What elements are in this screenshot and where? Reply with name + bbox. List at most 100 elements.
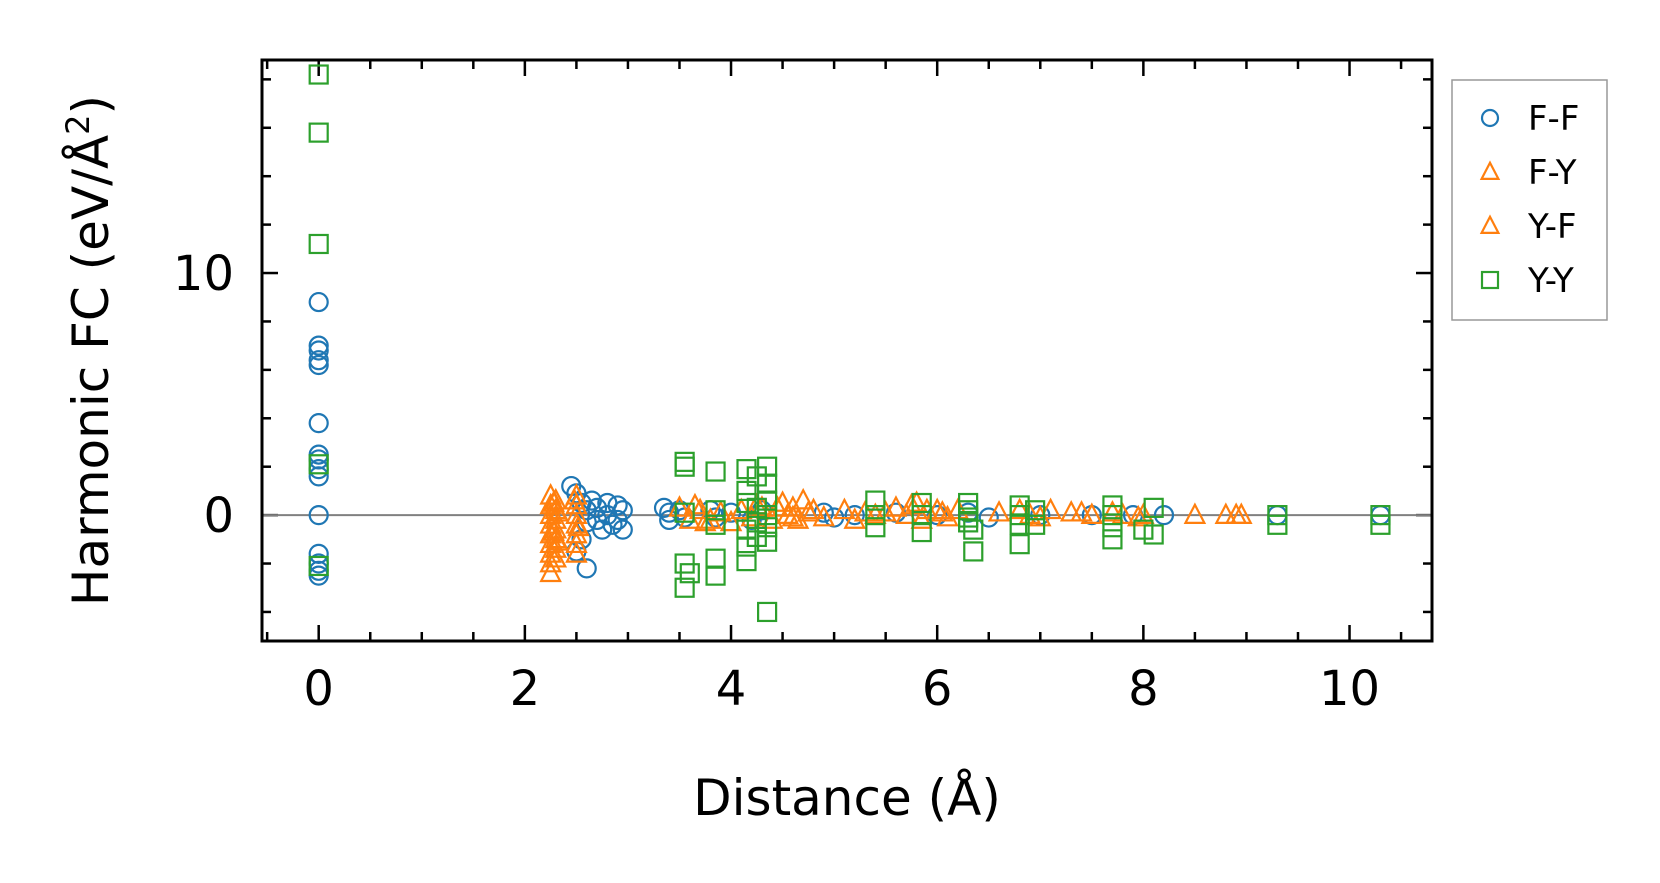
data-point [911,521,932,543]
data-point [736,492,757,514]
data-point [705,500,726,521]
data-point [705,461,726,482]
data-point [936,504,959,527]
data-point [865,490,886,511]
data-point [1126,504,1150,527]
x-axis-title: Distance (Å) [693,769,1001,827]
legend-item: F-Y [1479,153,1577,193]
data-point [1039,497,1062,520]
data-point [693,509,717,532]
data-point [576,558,597,579]
data-point [736,551,757,572]
data-point [781,495,805,517]
legend-marker [1479,214,1501,234]
data-point [674,577,695,598]
data-point [1132,502,1155,524]
data-point [546,499,570,522]
data-point [674,451,695,472]
data-point [705,548,726,569]
data-point [931,499,954,522]
data-point [874,499,897,522]
data-point [757,601,778,623]
data-point [865,517,886,538]
legend-label: Y-Y [1527,261,1574,301]
data-point [308,340,329,361]
data-point [563,487,586,510]
data-point [802,497,825,520]
data-point [884,495,908,517]
series-y-y [308,64,1391,623]
data-point [900,492,923,515]
data-point [705,514,726,535]
data-point [1153,505,1175,526]
tick-marks-layer [262,60,1432,641]
data-point [757,517,778,538]
data-point [308,233,329,255]
data-point [612,500,633,521]
data-point [544,545,568,568]
y-axis-title-close: ) [62,95,120,115]
legend-marker [1480,270,1500,290]
data-point [586,497,608,518]
data-point [736,480,757,502]
data-point [546,529,570,551]
data-point [539,550,562,573]
y-axis-title-main: Harmonic FC (eV/Å [62,135,120,606]
legend-item: Y-F [1479,207,1577,247]
data-point [688,497,712,520]
data-point [674,456,695,477]
data-point [565,541,588,563]
data-point [719,509,743,532]
data-point [757,531,778,552]
x-tick-label: 0 [303,661,334,717]
legend-item: F-F [1480,99,1579,139]
data-point [705,565,726,586]
data-point [592,519,613,540]
data-point [308,291,329,313]
data-point [1009,514,1030,535]
data-point [1183,502,1207,524]
data-point [1101,499,1124,522]
data-point [308,555,329,577]
data-point [1370,514,1391,535]
data-point [544,536,568,558]
data-point [833,497,856,520]
data-point [308,350,329,371]
legend: F-F F-Y Y-F Y-Y [1451,79,1608,321]
data-point [781,504,805,527]
legend-item: Y-Y [1480,261,1574,301]
data-point [844,505,865,526]
series-f-y [539,483,1253,583]
x-tick-label: 2 [510,661,541,717]
data-point [607,509,628,531]
x-tick-labels: 0 2 4 6 8 10 [303,661,1380,717]
y-axis-title-superscript: 2 [59,114,97,134]
data-point [791,487,815,510]
legend-marker [1479,160,1501,180]
data-point [1009,534,1030,555]
data-point [1070,499,1093,522]
data-point [1025,500,1046,521]
data-point [565,531,588,554]
data-point [746,497,767,518]
data-point [1025,514,1046,535]
y-tick-label: 0 [203,488,234,544]
data-point [736,459,757,480]
legend-label: Y-F [1527,207,1577,247]
data-point [612,519,633,540]
data-point [1008,497,1031,520]
data-point [797,499,820,522]
x-tick-label: 4 [716,661,747,717]
data-point [746,512,767,533]
data-point [308,466,329,487]
data-point [963,541,984,562]
y-axis-title: Harmonic FC (eV/Å2) [59,95,120,606]
data-points-layer [308,64,1391,623]
data-point [308,335,329,356]
data-point [308,454,329,475]
data-point [1267,514,1288,535]
data-point [1133,519,1154,540]
data-point [812,504,836,527]
data-point [771,490,794,512]
data-point [843,507,866,529]
